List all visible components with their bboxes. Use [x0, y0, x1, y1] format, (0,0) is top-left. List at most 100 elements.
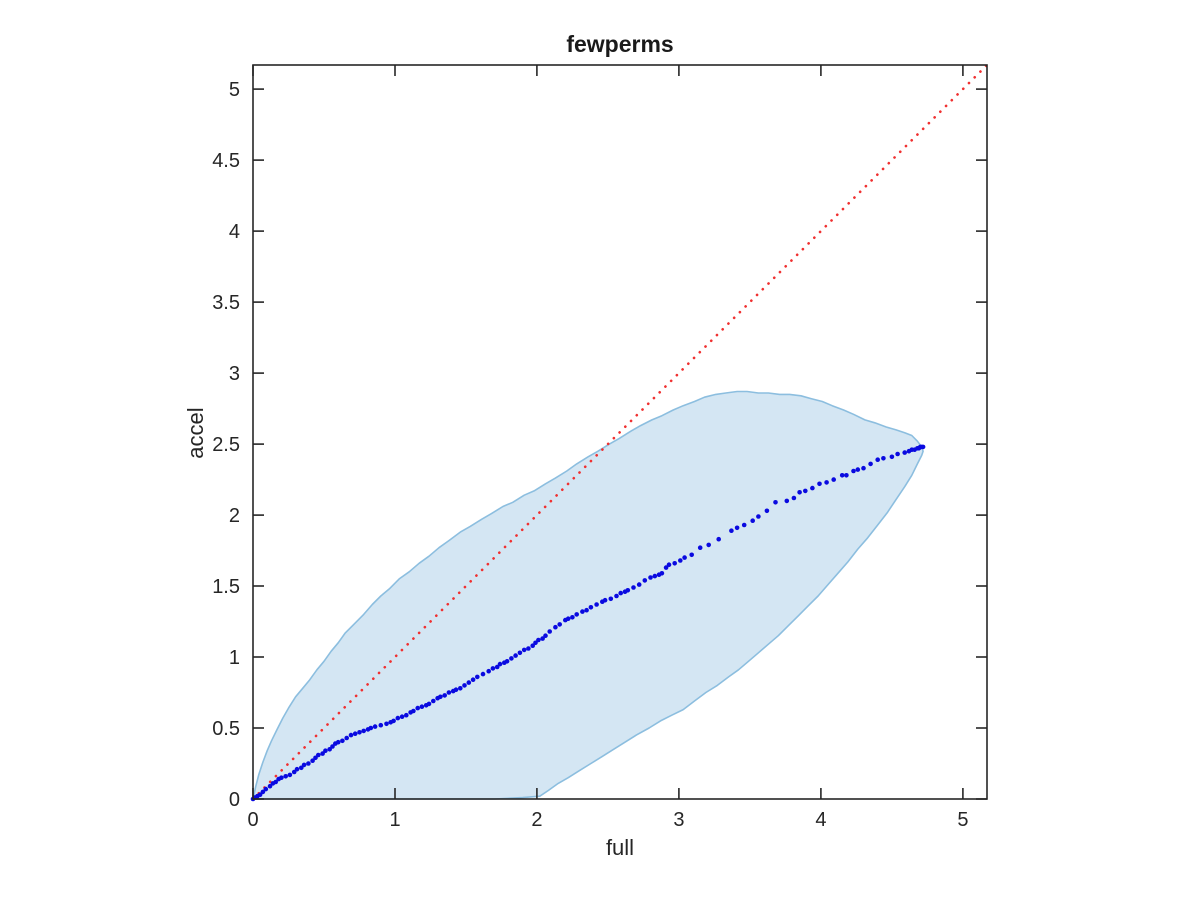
- scatter-point: [348, 732, 354, 738]
- scatter-point: [526, 646, 531, 651]
- scatter-point: [608, 596, 614, 602]
- scatter-point: [543, 633, 548, 638]
- y-tick-label: 5: [229, 79, 240, 101]
- scatter-point: [716, 536, 721, 542]
- scatter-point: [773, 500, 778, 505]
- scatter-point: [784, 498, 790, 504]
- y-tick-label: 3: [229, 363, 240, 385]
- chart-title: fewperms: [566, 31, 674, 57]
- scatter-point: [475, 674, 480, 680]
- scatter-point: [580, 609, 585, 614]
- scatter-point: [797, 490, 802, 495]
- scatter-point: [750, 518, 755, 523]
- scatter-point: [648, 575, 653, 580]
- scatter-point: [340, 738, 345, 744]
- scatter-point: [263, 786, 269, 792]
- scatter-point: [486, 668, 492, 674]
- scatter-point: [565, 616, 571, 621]
- scatter-point: [391, 718, 396, 724]
- scatter-point: [839, 473, 845, 478]
- scatter-point: [602, 597, 608, 603]
- scatter-point: [881, 456, 886, 461]
- y-tick-label: 2: [229, 505, 240, 527]
- y-tick-label: 0: [229, 789, 240, 811]
- scatter-point: [689, 552, 694, 558]
- scatter-point: [291, 769, 297, 775]
- envelope-region: [252, 390, 924, 800]
- scatter-point: [361, 728, 367, 734]
- scatter-point: [666, 562, 672, 567]
- scatter-point: [260, 789, 266, 795]
- scatter-point: [764, 508, 770, 514]
- scatter-point: [310, 758, 315, 763]
- x-tick-label: 4: [815, 809, 826, 831]
- y-tick-label: 1: [229, 647, 240, 669]
- scatter-point: [902, 450, 907, 455]
- scatter-point: [287, 772, 293, 778]
- scatter-point: [462, 683, 467, 688]
- scatter-point: [357, 730, 362, 735]
- scatter-point: [415, 705, 421, 711]
- scatter-point: [480, 671, 486, 677]
- scatter-point: [631, 585, 636, 590]
- scatter-point: [323, 748, 328, 753]
- scatter-point: [817, 481, 822, 487]
- scatter-point: [426, 701, 432, 707]
- scatter-point: [257, 792, 263, 797]
- scatter-point: [504, 659, 510, 664]
- scatter-point: [313, 755, 318, 761]
- scatter-point: [540, 636, 545, 641]
- scatter-point: [372, 724, 378, 729]
- scatter-point: [299, 765, 304, 771]
- scatter-point: [844, 473, 849, 478]
- scatter-point: [497, 661, 503, 667]
- scatter-point: [824, 480, 829, 485]
- scatter-point: [267, 783, 273, 789]
- scatter-point: [895, 451, 900, 457]
- scatter-point: [810, 485, 815, 491]
- scatter-point: [614, 593, 619, 599]
- scatter-point: [513, 653, 518, 658]
- scatter-point: [301, 762, 307, 768]
- scatter-point: [494, 664, 500, 670]
- scatter-point: [533, 640, 538, 646]
- scatter-point: [855, 467, 861, 472]
- scatter-point: [618, 590, 623, 596]
- scatter-point: [729, 528, 734, 533]
- scatter-point: [431, 698, 436, 704]
- scatter-point: [547, 629, 552, 634]
- scatter-point: [509, 656, 514, 661]
- scatter-point: [663, 565, 669, 570]
- scatter-point: [419, 704, 425, 709]
- axis-box: [252, 64, 988, 800]
- scatter-point: [875, 457, 880, 463]
- y-tick-label: 4.5: [212, 150, 240, 172]
- scatter-point: [273, 779, 279, 785]
- scatter-point: [384, 721, 389, 727]
- scatter-point: [659, 571, 665, 576]
- y-tick-label: 0.5: [212, 718, 240, 740]
- scatter-point: [442, 693, 448, 698]
- scatter-point: [574, 612, 579, 617]
- x-tick-label: 5: [957, 809, 968, 831]
- scatter-point: [470, 677, 476, 682]
- scatter-point: [458, 686, 463, 691]
- scatter-point: [672, 561, 677, 566]
- scatter-point: [889, 454, 895, 460]
- scatter-point: [530, 643, 535, 648]
- scatter-point: [697, 545, 703, 550]
- scatter-point: [553, 624, 558, 630]
- scatter-point: [453, 687, 459, 692]
- scatter-point: [294, 766, 300, 772]
- scatter-point: [320, 751, 325, 756]
- scatter-point: [330, 744, 335, 749]
- scatter-point: [791, 495, 797, 501]
- y-axis-label: accel: [183, 407, 208, 459]
- scatter-point: [466, 680, 472, 685]
- scatter-point: [279, 775, 284, 780]
- scatter-point: [411, 708, 416, 714]
- scatter-point: [652, 573, 658, 579]
- scatter-point: [399, 714, 405, 719]
- scatter-point: [678, 558, 683, 563]
